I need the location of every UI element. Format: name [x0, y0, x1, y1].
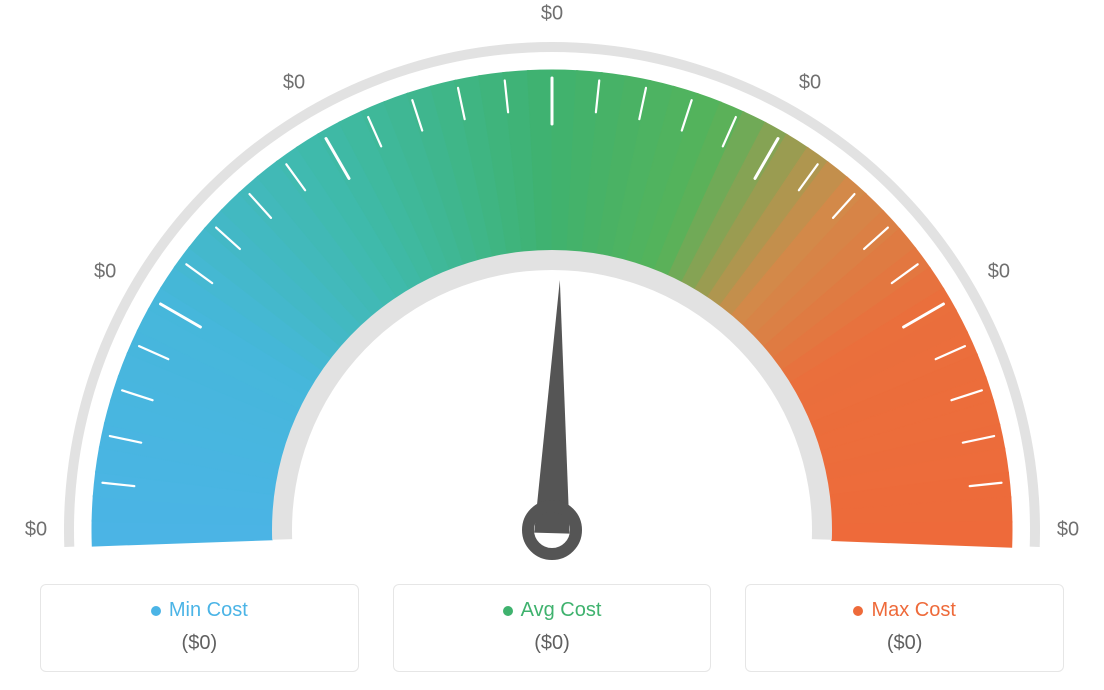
- legend-dot-avg: [503, 606, 513, 616]
- gauge-tick-label: $0: [1057, 519, 1079, 542]
- legend-header-min: Min Cost: [41, 599, 358, 622]
- legend-card-max: Max Cost ($0): [745, 584, 1064, 672]
- chart-container: $0 $0 $0 $0 $0 $0 $0 Min Cost ($0) Avg Cost ($…: [0, 0, 1104, 690]
- legend-label-min: Min Cost: [169, 599, 248, 622]
- gauge-svg: [52, 20, 1052, 580]
- gauge-tick-label: $0: [541, 3, 563, 26]
- gauge-tick-label: $0: [94, 261, 116, 284]
- gauge-tick-label: $0: [283, 72, 305, 95]
- legend-value-avg: ($0): [394, 632, 711, 655]
- legend-row: Min Cost ($0) Avg Cost ($0) Max Cost ($0…: [0, 584, 1104, 672]
- legend-label-avg: Avg Cost: [521, 599, 602, 622]
- legend-header-avg: Avg Cost: [394, 599, 711, 622]
- gauge-tick-label: $0: [988, 261, 1010, 284]
- legend-label-max: Max Cost: [871, 599, 955, 622]
- gauge-tick-label: $0: [799, 72, 821, 95]
- legend-card-avg: Avg Cost ($0): [393, 584, 712, 672]
- legend-card-min: Min Cost ($0): [40, 584, 359, 672]
- gauge-tick-label: $0: [25, 519, 47, 542]
- legend-value-min: ($0): [41, 632, 358, 655]
- legend-dot-max: [853, 606, 863, 616]
- gauge-chart: $0$0$0$0$0$0$0: [52, 20, 1052, 560]
- legend-dot-min: [151, 606, 161, 616]
- legend-header-max: Max Cost: [746, 599, 1063, 622]
- legend-value-max: ($0): [746, 632, 1063, 655]
